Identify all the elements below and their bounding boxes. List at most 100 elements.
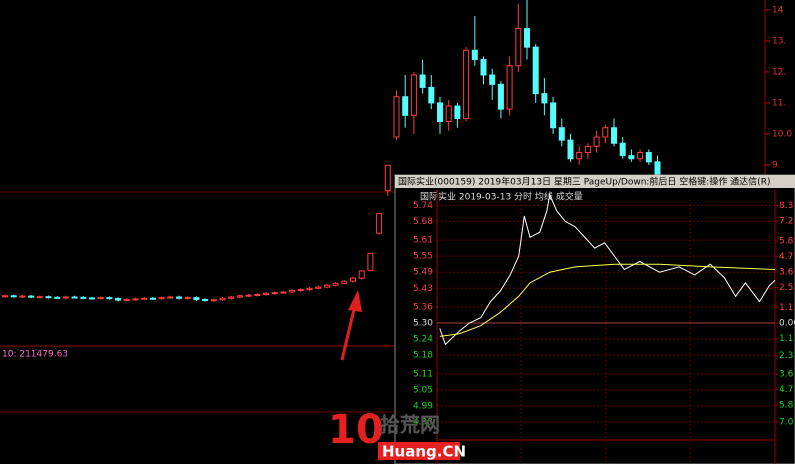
arrow xyxy=(340,290,362,361)
candle-body xyxy=(524,28,530,48)
y-tick-label: 4.99 xyxy=(413,401,433,411)
candle-body xyxy=(437,102,443,123)
candle-body xyxy=(80,296,87,299)
candle-body xyxy=(341,280,348,284)
candle-body xyxy=(219,297,226,301)
candle-body xyxy=(54,296,61,299)
candle-body xyxy=(193,297,200,300)
y2-tick-label: 2.5 xyxy=(779,283,793,293)
arrow-head xyxy=(348,290,362,312)
y2-tick-label: 3.6 xyxy=(779,267,794,277)
candle-body xyxy=(419,74,426,88)
y2-tick-label: 8.3 xyxy=(779,201,793,211)
candle-body xyxy=(611,127,617,144)
candle-body xyxy=(36,296,43,299)
candle-body xyxy=(654,161,661,175)
candle-body xyxy=(567,139,574,160)
y-tick-label: 4.93 xyxy=(413,417,433,427)
y-tick-label: 10.0 xyxy=(772,129,792,139)
arrow-shaft xyxy=(340,304,357,361)
y-tick-label: 5.49 xyxy=(413,268,433,278)
candle-body xyxy=(506,65,513,110)
candle-body xyxy=(167,296,174,299)
watermark-site: 拾荒网 xyxy=(380,413,440,437)
candle-body xyxy=(115,298,122,301)
candle-body xyxy=(71,296,78,299)
candle-body xyxy=(480,59,487,76)
series-line xyxy=(439,192,776,346)
candle-body xyxy=(202,298,209,301)
y-tick-label: 13. xyxy=(772,36,786,46)
y2-tick-label: 0.00 xyxy=(779,319,795,329)
candle-body xyxy=(550,102,557,129)
candle-body xyxy=(2,295,8,298)
candle-body xyxy=(558,127,565,141)
candle-body xyxy=(315,286,322,289)
candle-body xyxy=(402,96,409,116)
candle-body xyxy=(106,297,113,300)
y2-tick-label: 2.3 xyxy=(779,351,793,361)
candle-body xyxy=(497,83,504,110)
candle-body xyxy=(184,297,191,300)
candle-body xyxy=(149,297,156,300)
y2-tick-label: 7.0 xyxy=(779,418,794,428)
candle-body xyxy=(28,295,35,298)
y2-tick-label: 7.2 xyxy=(779,216,793,226)
candle-body xyxy=(176,296,182,299)
intraday-window: 国际实业(000159) 2019年03月13日 星期三 PageUp/Down… xyxy=(394,174,795,464)
watermark-number: 10 xyxy=(328,407,384,453)
window-frame xyxy=(394,174,795,464)
y-tick-label: 5.18 xyxy=(413,351,433,361)
candle-body xyxy=(410,74,417,116)
candle-body xyxy=(97,297,104,300)
candle-body xyxy=(637,152,644,160)
y2-tick-label: 1.1 xyxy=(779,334,793,344)
window-title: 国际实业(000159) 2019年03月13日 星期三 PageUp/Down… xyxy=(398,176,770,188)
candle-body xyxy=(393,96,400,138)
candle-body xyxy=(323,284,330,288)
watermark-badge xyxy=(378,442,460,460)
candle-body xyxy=(289,290,296,293)
candle-body xyxy=(62,296,69,299)
candle-body xyxy=(132,298,139,301)
candle-body xyxy=(454,105,461,119)
candle-body xyxy=(10,295,17,298)
y-tick-label: 5.55 xyxy=(413,252,433,262)
candle-body xyxy=(619,142,626,157)
candle-body xyxy=(445,105,452,123)
candle-body xyxy=(358,270,365,279)
candle-body xyxy=(332,282,339,286)
candle-body xyxy=(463,49,470,119)
candle-body xyxy=(271,292,278,295)
candle-body xyxy=(297,289,304,292)
window-subtitle: 国际实业 2019-03-13 分时 均线 成交量 xyxy=(420,191,583,203)
candle-body xyxy=(123,298,130,301)
candle-body xyxy=(576,152,583,160)
y2-tick-label: 5.8 xyxy=(779,401,794,411)
candle-body xyxy=(158,297,165,300)
candle-body xyxy=(489,74,496,85)
y-tick-label: 9. xyxy=(772,160,781,170)
watermark-domain: Huang.CN xyxy=(382,443,466,461)
candle-body xyxy=(645,152,652,163)
candle-body xyxy=(236,295,243,298)
candle-body xyxy=(584,145,591,154)
candle-body xyxy=(210,299,217,302)
y-tick-label: 5.24 xyxy=(413,335,433,345)
y-tick-label: 11. xyxy=(772,98,786,108)
y-tick-label: 5.05 xyxy=(413,385,433,395)
y-tick-label: 5.74 xyxy=(413,201,433,211)
y-tick-label: 5.43 xyxy=(413,284,433,294)
candle-body xyxy=(541,93,548,104)
candle-body xyxy=(384,164,391,192)
candle-body xyxy=(280,291,287,294)
y-tick-label: 5.61 xyxy=(413,236,433,246)
y-tick-label: 14 xyxy=(772,5,784,15)
candle-body xyxy=(89,297,95,300)
y2-tick-label: 5.8 xyxy=(779,236,794,246)
candle-body xyxy=(515,28,522,67)
y2-tick-label: 4.7 xyxy=(779,385,793,395)
